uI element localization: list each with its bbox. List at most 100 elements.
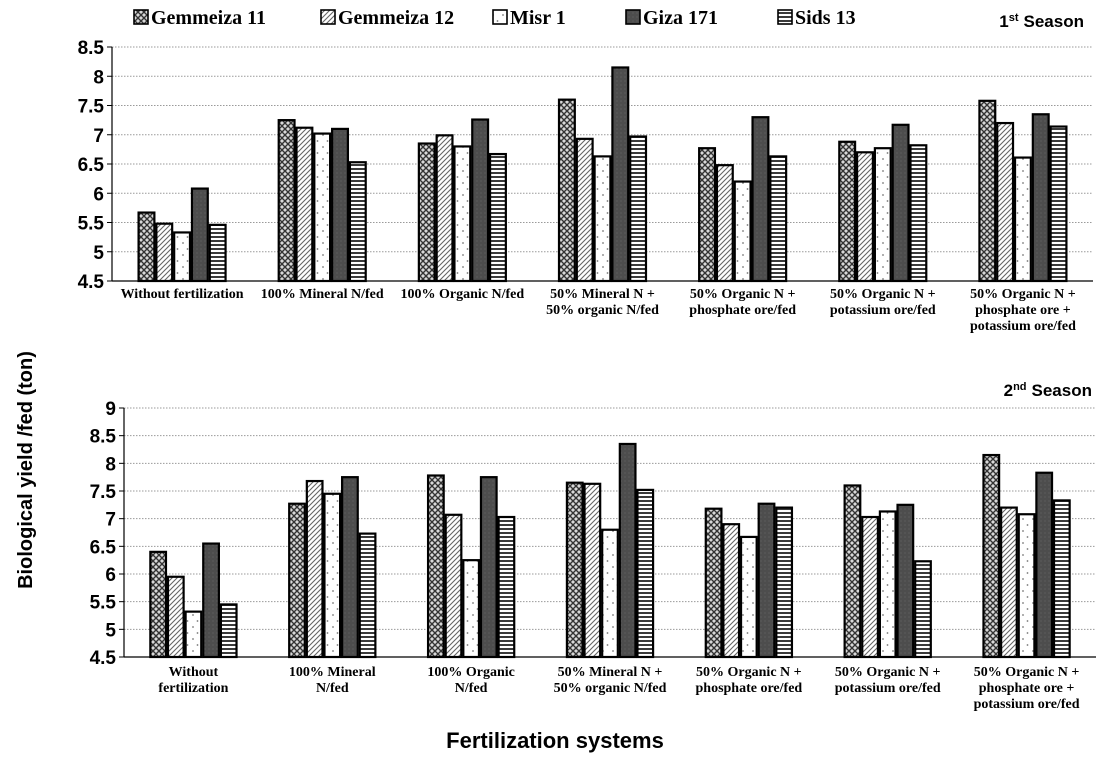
- bar-misr-1-3: [593, 155, 612, 283]
- y-tick-label: 7: [105, 510, 116, 531]
- category-label: 100% Mineral N/fed: [261, 287, 384, 302]
- bar-misr-1-4: [739, 535, 758, 659]
- legend-swatch-gemmeiza-11: [133, 9, 149, 25]
- y-tick-label: 5.5: [78, 214, 105, 235]
- legend-item-gemmeiza-11: Gemmeiza 11: [133, 7, 266, 29]
- legend-item-gemmeiza-12: Gemmeiza 12: [320, 7, 454, 29]
- bar-sids-13-1: [358, 532, 377, 659]
- bar-gemmeiza-11-4: [704, 507, 723, 659]
- y-tick-label: 5: [105, 620, 116, 641]
- bar-gemmeiza-11-6: [978, 99, 997, 283]
- bar-sids-13-4: [769, 155, 788, 283]
- category-label: potassium ore/fed: [830, 303, 936, 318]
- category-label: 50% Organic N +: [830, 287, 936, 302]
- legend-label-gemmeiza-12: Gemmeiza 12: [338, 7, 454, 29]
- bar-gemmeiza-12-5: [861, 515, 879, 659]
- bar-gemmeiza-12-4: [722, 523, 741, 659]
- category-label: 50% Organic N +: [690, 287, 796, 302]
- bar-gemmeiza-11-0: [149, 550, 168, 659]
- category-label: potassium ore/fed: [835, 681, 941, 696]
- category-label: phosphate ore/fed: [689, 303, 796, 318]
- bar-misr-1-5: [878, 510, 897, 659]
- category-label: Without fertilization: [121, 287, 244, 302]
- y-tick-label: 4.5: [78, 272, 105, 293]
- category-label: Without: [169, 665, 219, 680]
- bar-gemmeiza-12-5: [855, 151, 874, 283]
- bar-misr-1-0: [184, 610, 203, 659]
- bar-sids-13-3: [629, 135, 648, 283]
- category-label: 100% Mineral: [289, 665, 376, 680]
- legend-label-giza-171: Giza 171: [643, 7, 718, 29]
- category-label: N/fed: [455, 681, 488, 696]
- category-label: potassium ore/fed: [970, 319, 1076, 334]
- bar-gemmeiza-11-1: [288, 502, 306, 659]
- category-label: phosphate ore +: [975, 303, 1071, 318]
- bar-gemmeiza-12-6: [996, 121, 1015, 283]
- category-label: 50% Mineral N +: [558, 665, 663, 680]
- bar-misr-1-5: [873, 147, 892, 283]
- bar-sids-13-2: [497, 515, 516, 659]
- bar-giza-171-2: [471, 118, 490, 283]
- season-1-number: 1: [999, 12, 1008, 31]
- bar-misr-1-2: [462, 559, 481, 659]
- bar-sids-13-5: [914, 560, 932, 659]
- bar-gemmeiza-11-2: [426, 474, 445, 659]
- category-label: 50% organic N/fed: [554, 681, 667, 696]
- bar-sids-13-3: [636, 488, 655, 659]
- category-label: 100% Organic N/fed: [401, 287, 525, 302]
- y-axis-label: Biological yield /fed (ton): [15, 351, 37, 589]
- bar-gemmeiza-11-2: [417, 142, 436, 283]
- bar-gemmeiza-11-3: [565, 481, 584, 659]
- y-tick-label: 5.5: [90, 593, 117, 614]
- bar-sids-13-0: [208, 223, 227, 283]
- bar-sids-13-0: [219, 603, 238, 659]
- bar-gemmeiza-11-3: [557, 98, 576, 283]
- bar-giza-171-1: [341, 476, 359, 659]
- bar-gemmeiza-12-2: [444, 513, 463, 659]
- bar-misr-1-3: [601, 528, 619, 659]
- legend: Gemmeiza 11 Gemmeiza 12 Misr 1 Giza 171 Sids…: [133, 7, 856, 29]
- bar-sids-13-5: [909, 144, 928, 283]
- bar-misr-1-6: [1017, 513, 1036, 659]
- bar-giza-171-6: [1035, 471, 1054, 659]
- legend-label-gemmeiza-11: Gemmeiza 11: [151, 7, 266, 29]
- legend-item-misr-1: Misr 1: [492, 7, 566, 29]
- bar-gemmeiza-11-6: [982, 453, 1001, 659]
- season-2-label: 2nd Season: [1004, 381, 1092, 400]
- bar-gemmeiza-12-0: [166, 575, 185, 659]
- bar-giza-171-2: [479, 476, 498, 659]
- season-1-chart: 4.5 5 5.5 6 6.5 7 7.5 8 8.5 Without fertilization…: [78, 38, 1093, 334]
- legend-swatch-sids-13: [777, 9, 793, 25]
- bar-giza-171-3: [611, 66, 630, 283]
- bar-gemmeiza-12-3: [575, 137, 594, 283]
- y-tick-label: 6.5: [78, 155, 105, 176]
- category-label: potassium ore/fed: [974, 697, 1080, 712]
- bar-giza-171-5: [896, 503, 915, 659]
- y-tick-label: 6: [105, 565, 116, 586]
- y-tick-label: 8.5: [78, 38, 105, 59]
- bar-misr-1-2: [453, 145, 472, 283]
- bar-giza-171-6: [1031, 113, 1050, 283]
- bar-gemmeiza-12-6: [1000, 506, 1018, 659]
- category-label: 50% Organic N +: [696, 665, 802, 680]
- category-label: phosphate ore +: [979, 681, 1075, 696]
- y-tick-label: 6: [93, 184, 104, 205]
- category-label: N/fed: [316, 681, 349, 696]
- category-label: 50% Mineral N +: [550, 287, 655, 302]
- bar-giza-171-4: [757, 502, 776, 659]
- bar-sids-13-6: [1049, 125, 1068, 283]
- y-tick-label: 5: [93, 243, 104, 264]
- y-tick-label: 7.5: [90, 482, 117, 503]
- x-axis-label: Fertilization systems: [446, 728, 664, 753]
- bar-misr-1-0: [173, 231, 192, 283]
- bar-giza-171-3: [618, 442, 637, 659]
- legend-swatch-gemmeiza-12: [320, 9, 336, 25]
- bar-gemmeiza-12-0: [155, 222, 174, 283]
- season-1-text: Season: [1024, 12, 1084, 31]
- bar-misr-1-4: [733, 180, 752, 283]
- bar-gemmeiza-11-4: [698, 147, 717, 283]
- y-tick-label: 9: [105, 399, 116, 420]
- bar-gemmeiza-12-4: [715, 164, 734, 283]
- bar-giza-171-5: [891, 123, 910, 283]
